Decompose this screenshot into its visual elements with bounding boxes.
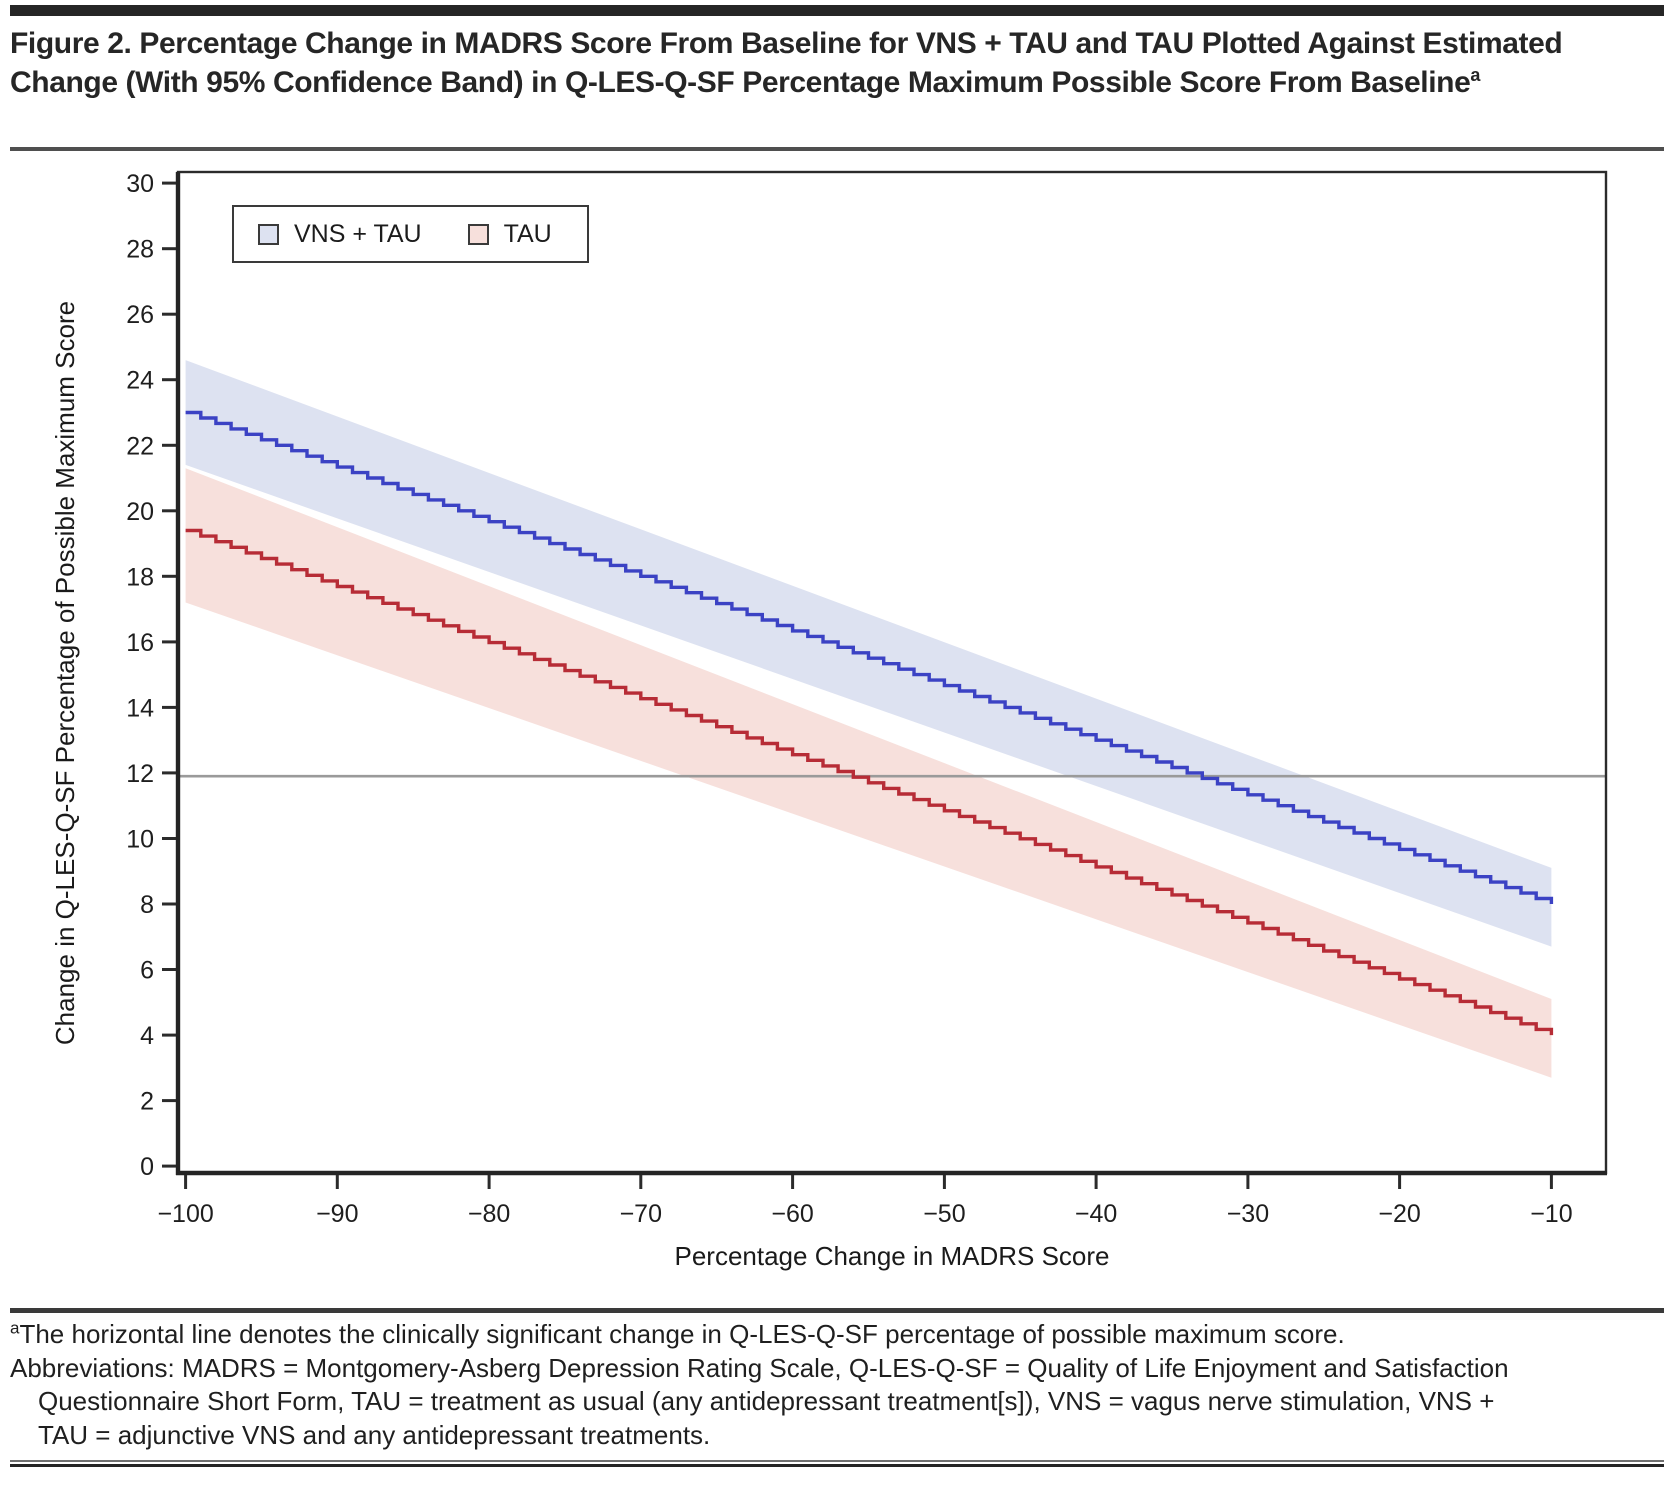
x-tick-label: −70 [620, 1200, 662, 1228]
x-tick-label: −10 [1530, 1200, 1572, 1228]
legend-swatch-tau-icon [467, 223, 489, 245]
trend-line-vns-tau [185, 410, 1554, 904]
figure-title: Figure 2. Percentage Change in MADRS Sco… [10, 24, 1566, 102]
title-divider [10, 147, 1664, 151]
y-tick-label: 6 [140, 957, 154, 985]
figure-title-text: Figure 2. Percentage Change in MADRS Sco… [10, 27, 1563, 99]
legend-label-vns-tau: VNS + TAU [294, 219, 422, 248]
x-tick-label: −60 [771, 1200, 813, 1228]
footnote-marker: a [10, 1318, 20, 1338]
y-tick-label: 24 [126, 367, 154, 395]
x-tick-label: −90 [316, 1200, 358, 1228]
footnotes: aThe horizontal line denotes the clinica… [10, 1318, 1550, 1452]
y-tick-label: 18 [126, 563, 154, 591]
header-bar [10, 5, 1664, 16]
y-tick-label: 16 [126, 629, 154, 657]
y-tick-label: 30 [126, 170, 154, 198]
y-tick-label: 28 [126, 236, 154, 264]
figure-title-superscript: a [1470, 65, 1480, 85]
footnote-abbreviations: Abbreviations: MADRS = Montgomery-Asberg… [10, 1352, 1509, 1450]
y-tick-label: 0 [140, 1153, 154, 1181]
y-tick-label: 12 [126, 760, 154, 788]
y-tick-label: 4 [140, 1022, 154, 1050]
x-tick-label: −20 [1378, 1200, 1420, 1228]
legend-swatch-vns-tau-icon [258, 223, 279, 245]
x-tick-label: −50 [923, 1200, 965, 1228]
bottom-divider [10, 1460, 1664, 1467]
y-axis-title: Change in Q-LES-Q-SF Percentage of Possi… [50, 301, 80, 1045]
y-tick-label: 22 [126, 432, 154, 460]
trend-line-tau [185, 528, 1554, 1036]
legend-label-tau: TAU [503, 219, 552, 248]
y-tick-label: 26 [126, 301, 154, 329]
x-tick-label: −30 [1227, 1200, 1269, 1228]
footnote-divider [10, 1308, 1664, 1313]
footnote-clinical-significance: aThe horizontal line denotes the clinica… [10, 1318, 1345, 1349]
y-tick-label: 2 [140, 1088, 154, 1116]
chart-area: −100 −90 −80 −70 −60 −50 −40 −30 −20 −10 0 2 4 6 8 10 12… [0, 160, 1676, 1300]
x-tick-label: −100 [157, 1200, 213, 1228]
confidence-band-tau [185, 468, 1552, 1078]
y-tick-label: 14 [126, 694, 154, 722]
x-tick-label: −40 [1075, 1200, 1117, 1228]
legend-item-tau: TAU [467, 219, 552, 249]
chart-canvas: −100 −90 −80 −70 −60 −50 −40 −30 −20 −10024681012… [50, 170, 1608, 1271]
x-axis-title: Percentage Change in MADRS Score [674, 1241, 1109, 1271]
legend: VNS + TAU TAU [232, 205, 589, 263]
x-tick-label: −80 [468, 1200, 510, 1228]
y-tick-label: 10 [126, 826, 154, 854]
y-tick-label: 8 [140, 891, 154, 919]
y-tick-label: 20 [126, 498, 154, 526]
legend-item-vns-tau: VNS + TAU [258, 220, 422, 249]
